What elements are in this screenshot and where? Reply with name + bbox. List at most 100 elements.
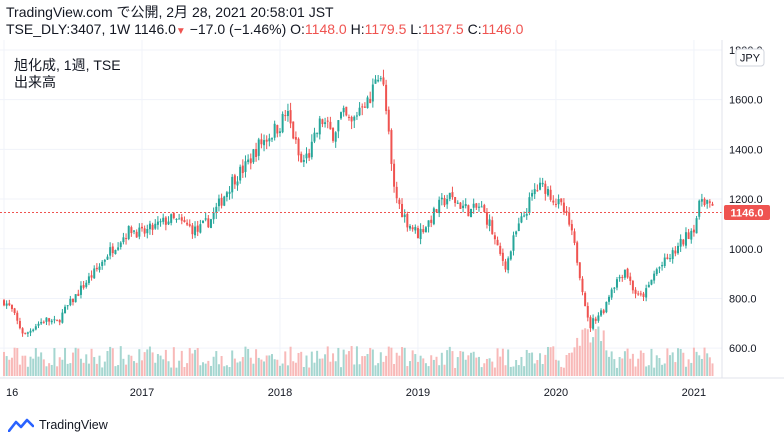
candle-body (18, 320, 21, 329)
candle-body (385, 84, 388, 111)
candle-body (512, 235, 515, 251)
volume-bar (711, 363, 714, 376)
candle-body (687, 232, 690, 240)
volume-bar (40, 352, 43, 376)
candle-body (159, 221, 162, 223)
volume-bar (488, 358, 491, 376)
volume-bar (695, 351, 698, 376)
volume-bar (194, 349, 197, 376)
candle-body (387, 109, 390, 132)
currency-badge[interactable] (735, 48, 765, 67)
volume-bar (655, 355, 658, 376)
volume-bar (82, 362, 85, 376)
volume-bar (565, 354, 568, 376)
candle-body (594, 318, 597, 321)
volume-bar (626, 348, 629, 376)
volume-bar (300, 351, 303, 376)
volume-bar (281, 363, 284, 376)
volume-bar (223, 366, 226, 376)
volume-bar (85, 354, 88, 376)
volume-bar (509, 366, 512, 376)
price-tick-label: 1400.0 (729, 144, 763, 156)
candle-body (568, 212, 571, 225)
volume-bar (90, 348, 93, 376)
volume-bar (212, 356, 215, 376)
volume-bar (618, 357, 621, 376)
volume-bar (273, 359, 276, 376)
volume-bar (650, 348, 653, 376)
candle-body (207, 218, 210, 228)
currency-label: JPY (740, 53, 761, 65)
volume-bar (196, 348, 199, 376)
volume-bar (623, 351, 626, 376)
candle-body (191, 225, 194, 235)
candle-body (164, 217, 167, 225)
volume-bar (101, 367, 104, 376)
candle-body (326, 120, 329, 122)
candle-body (133, 230, 136, 232)
candle-body (16, 312, 19, 321)
candle-body (361, 106, 364, 108)
volume-bar (589, 342, 592, 376)
volume-bar (13, 347, 16, 376)
candle-body (111, 246, 114, 254)
volume-bar (456, 357, 459, 376)
candle-body (501, 252, 504, 261)
volume-bar (342, 349, 345, 376)
volume-bar (154, 362, 157, 376)
candle-body (29, 330, 32, 333)
volume-bar (374, 365, 377, 376)
publish-info: TradingView.com で公開, 2月 28, 2021 20:58:0… (6, 4, 334, 20)
candle-body (573, 231, 576, 243)
volume-bar (164, 349, 167, 376)
volume-bar (305, 355, 308, 376)
volume-bar (459, 351, 462, 376)
candle-body (156, 221, 159, 225)
volume-bar (263, 361, 266, 376)
volume-bar (111, 348, 114, 376)
candle-body (199, 224, 202, 233)
tradingview-footer[interactable]: TradingView (8, 415, 108, 435)
candle-body (109, 247, 112, 256)
candle-body (493, 235, 496, 240)
candle-body (329, 121, 332, 130)
candle-body (682, 239, 685, 245)
candle-body (698, 200, 701, 217)
candle-body (231, 176, 234, 193)
volume-bar (175, 367, 178, 376)
candle-body (655, 269, 658, 275)
candle-body (401, 203, 404, 218)
candle-body (658, 267, 661, 269)
volume-bar (637, 358, 640, 376)
candle-body (584, 292, 587, 307)
candle-body (69, 298, 72, 306)
price-change: −17.0 (−1.46%) (189, 21, 287, 37)
volume-bar (329, 361, 332, 376)
candle-body (621, 277, 624, 279)
high-label: H: (350, 21, 365, 37)
volume-bar (369, 347, 372, 376)
time-tick-label: 2020 (544, 387, 568, 399)
candle-body (414, 227, 417, 231)
candle-body (610, 289, 613, 298)
volume-bar (552, 346, 555, 376)
candle-body (127, 226, 130, 239)
candle-body (332, 128, 335, 141)
candle-body (101, 261, 104, 266)
candle-body (297, 138, 300, 156)
candle-body (390, 130, 393, 164)
ohlc-line: TSE_DLY:3407, 1W 1146.0▼ −17.0 (−1.46%) … (6, 21, 778, 40)
candle-body (82, 285, 85, 288)
candle-body (462, 205, 465, 208)
candle-body (615, 279, 618, 288)
volume-bar (162, 359, 165, 376)
volume-bar (337, 347, 340, 376)
volume-bar (48, 363, 51, 376)
candle-body (103, 259, 106, 262)
candle-body (313, 132, 316, 142)
volume-bar (520, 356, 523, 376)
candle-body (345, 106, 348, 116)
volume-bar (477, 356, 480, 376)
